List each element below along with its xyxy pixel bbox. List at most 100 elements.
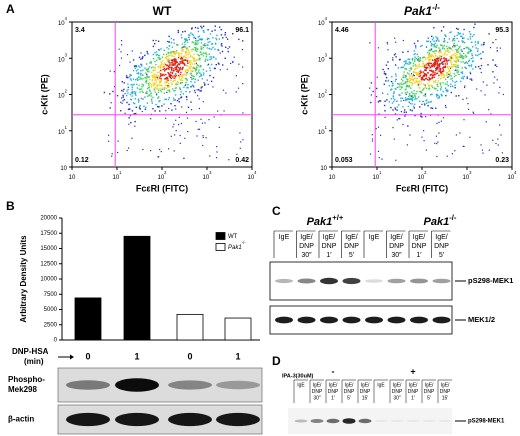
x-tick-label: 104 (507, 170, 517, 180)
cell-dot (461, 50, 463, 53)
cell-dot (408, 95, 410, 98)
cell-dot (148, 66, 151, 68)
cell-dot (191, 28, 193, 30)
cell-dot (157, 65, 159, 68)
cell-dot (372, 90, 374, 93)
cell-dot (160, 48, 162, 50)
cell-dot (183, 73, 186, 76)
cell-dot (154, 69, 156, 71)
cell-dot (430, 66, 433, 68)
cell-dot (210, 48, 213, 50)
cell-dot (396, 100, 398, 102)
cell-dot (455, 95, 457, 97)
cell-dot (404, 68, 406, 70)
cell-dot (204, 60, 206, 63)
cell-dot (460, 54, 462, 56)
cell-dot (204, 84, 206, 86)
cell-dot (450, 78, 452, 80)
cell-dot (454, 69, 456, 71)
cell-dot (197, 36, 199, 38)
cell-dot (180, 58, 182, 60)
cell-dot (393, 91, 395, 93)
cell-dot (377, 47, 380, 49)
cell-dot (154, 60, 156, 63)
cell-dot (121, 97, 123, 99)
cell-dot (435, 40, 437, 42)
cell-dot (186, 39, 188, 41)
cell-dot (464, 54, 467, 56)
cell-dot (197, 48, 199, 50)
cell-dot (455, 48, 457, 51)
cell-dot (127, 76, 129, 79)
cell-dot (215, 37, 217, 39)
cell-dot (471, 41, 473, 43)
cell-dot (164, 68, 167, 71)
cell-dot (427, 63, 430, 65)
x-tick-label-sup: 1 (379, 170, 382, 175)
bar (123, 235, 151, 341)
cell-dot (170, 41, 173, 44)
cell-dot (419, 73, 421, 75)
lane-label: 15′ (362, 395, 369, 401)
cell-dot (461, 56, 463, 59)
cell-dot (180, 53, 183, 55)
y-tick-label-sup: 1 (65, 125, 68, 130)
arrow-head (70, 354, 74, 360)
cell-dot (429, 49, 431, 51)
cell-dot (427, 85, 430, 87)
cell-dot (413, 103, 416, 105)
cell-dot (442, 117, 445, 119)
cell-dot (147, 87, 149, 90)
cell-dot (428, 56, 430, 58)
cell-dot (186, 48, 188, 50)
cell-dot (154, 43, 156, 45)
cell-dot (139, 108, 141, 110)
cell-dot (429, 69, 431, 72)
cell-dot (420, 65, 422, 67)
cell-dot (177, 70, 180, 72)
cell-dot (469, 72, 472, 75)
y-tick-label: 2500 (44, 322, 58, 328)
cell-dot (139, 76, 141, 78)
cell-dot (157, 66, 160, 68)
cell-dot (152, 84, 155, 86)
cell-dot (191, 78, 193, 80)
cell-dot (449, 69, 451, 71)
cell-dot (429, 67, 431, 69)
cell-dot (191, 50, 193, 52)
cell-dot (167, 98, 170, 101)
y-tick-label: 103 (58, 52, 68, 62)
cell-dot (153, 84, 155, 86)
y-tick-label-sup: 4 (325, 16, 328, 21)
cell-dot (414, 60, 416, 63)
cell-dot (202, 135, 204, 137)
cell-dot (469, 136, 471, 138)
cell-dot (179, 87, 181, 89)
cell-dot (134, 98, 137, 100)
cell-dot (418, 71, 420, 73)
cell-dot (240, 141, 242, 143)
cell-dot (461, 49, 463, 51)
cell-dot (443, 59, 446, 61)
cell-dot (424, 74, 426, 76)
cell-dot (217, 62, 220, 64)
cell-dot (450, 83, 452, 85)
cell-dot (186, 59, 188, 62)
band (310, 419, 324, 423)
cell-dot (407, 97, 409, 100)
cell-dot (201, 53, 203, 55)
group-title-sup: -/- (449, 213, 457, 222)
cell-dot (448, 75, 450, 78)
cell-dot (411, 100, 414, 102)
cell-dot (159, 148, 161, 151)
cell-dot (139, 91, 141, 93)
cell-dot (425, 67, 427, 70)
cell-dot (159, 65, 161, 67)
cell-dot (407, 125, 409, 127)
cell-dot (149, 82, 152, 85)
cell-dot (413, 71, 415, 73)
cell-dot (174, 77, 177, 79)
cell-dot (195, 43, 197, 46)
cell-dot (177, 66, 180, 69)
cell-dot (411, 94, 414, 97)
